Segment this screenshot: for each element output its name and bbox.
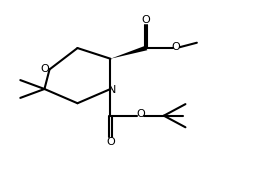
Polygon shape xyxy=(110,46,147,59)
Text: O: O xyxy=(136,109,145,119)
Text: O: O xyxy=(106,137,115,146)
Text: O: O xyxy=(142,15,150,25)
Text: N: N xyxy=(108,85,116,95)
Text: O: O xyxy=(172,42,180,52)
Text: O: O xyxy=(40,64,49,74)
